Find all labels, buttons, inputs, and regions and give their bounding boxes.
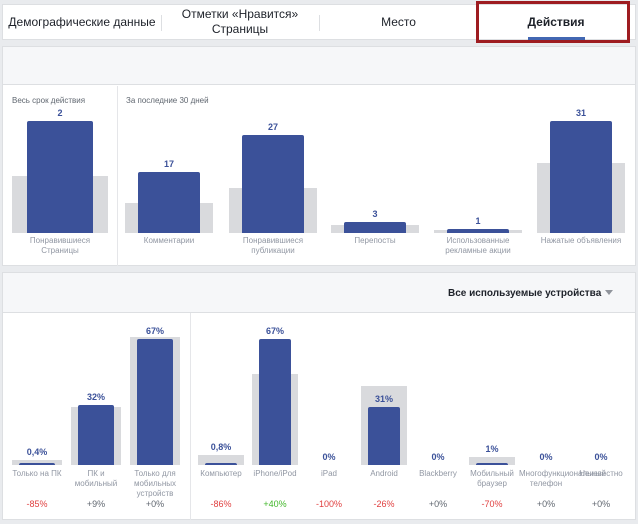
data-label: 27 [267,122,278,133]
category-label: Понравившиеся Страницы [29,236,91,255]
category-label: Многофункциональный телефон [519,469,606,488]
ghost-bar [12,460,62,465]
category-label: iPhone/iPod [253,469,297,478]
category-label: Android [370,469,398,478]
tab-bar: Демографические данные Отметки «Нравится… [2,4,636,40]
bar [27,121,93,233]
bar [78,404,114,465]
change-value: -70% [481,499,503,509]
data-label: 1% [485,444,499,454]
change-value: +0% [591,499,611,509]
change-value: +0% [145,499,165,509]
tab-demographics-label: Демографические данные [8,14,156,29]
bar [476,463,508,465]
bar [242,135,304,233]
bar [138,171,200,233]
active-tab-indicator [528,37,585,40]
data-label: 0% [322,452,336,462]
category-label: Мобильный браузер [470,469,514,488]
change-value: +9% [86,499,106,509]
bar [550,121,612,233]
data-label: 31 [575,108,586,118]
category-label: iPad [320,469,337,478]
devices-dropdown-label: Все используемые устройства [448,288,602,299]
tab-page-likes[interactable]: Отметки «Нравится» Страницы [165,5,315,39]
actions-panel [2,46,636,266]
ghost-bar [198,455,244,465]
devices-panel [2,272,636,520]
category-label: Понравившиеся публикации [242,236,304,255]
data-label: 2 [57,108,63,118]
category-label: Нажатые объявления [540,236,622,245]
category-label: ПК и мобильный [74,469,118,488]
tab-actions[interactable]: Действия [481,5,631,39]
ghost-bar [469,457,515,465]
change-value: +0% [428,499,448,509]
actions-divider [117,86,118,266]
data-label: 0% [431,452,445,462]
highlight-annotation [476,1,630,43]
devices-dropdown[interactable]: Все используемые устройства [448,288,614,299]
data-label: 0% [594,452,608,462]
change-value: +40% [263,499,287,509]
category-label: Использованные рекламные акции [445,236,511,255]
data-label: 0,8% [210,442,232,452]
data-label: 1 [475,216,481,227]
change-value: -100% [315,499,342,509]
tab-location-label: Место [381,14,416,29]
bar [19,463,55,465]
tab-demographics[interactable]: Демографические данные [3,5,161,39]
change-value: -26% [373,499,395,509]
bar [447,229,509,233]
devices-panel-header [3,273,635,313]
devices-divider [190,313,191,520]
category-label: Blackberry [419,469,457,478]
data-label: 0,4% [26,447,48,457]
tab-page-likes-label: Отметки «Нравится» Страницы [181,7,299,36]
change-value: -86% [210,499,232,509]
category-label: Компьютер [200,469,242,478]
bar [137,339,173,465]
change-value: +0% [536,499,556,509]
category-label: Только на ПК [12,469,62,478]
last30-label: За последние 30 дней [126,96,209,105]
bar [205,463,237,465]
tab-location[interactable]: Место [321,5,476,39]
tab-separator [319,15,320,31]
category-label: Перепосты [354,236,396,245]
data-label: 32% [86,391,105,402]
tab-actions-label: Действия [527,14,585,29]
data-label: 17 [163,158,174,169]
data-label: 31% [374,393,393,404]
data-label: 67% [145,326,164,336]
category-label: Неизвестно [579,469,623,478]
change-value: -85% [26,499,48,509]
bar [259,339,291,465]
data-label: 3 [372,209,378,220]
data-label: 67% [265,326,284,336]
actions-panel-header [3,47,635,85]
bar [344,222,406,233]
category-label: Только для мобильных устройств [133,469,176,498]
category-label: Комментарии [143,236,195,245]
chevron-down-icon [605,290,614,295]
bar [368,406,400,465]
lifetime-label: Весь срок действия [12,96,86,105]
data-label: 0% [539,452,553,462]
tab-separator [161,15,162,31]
